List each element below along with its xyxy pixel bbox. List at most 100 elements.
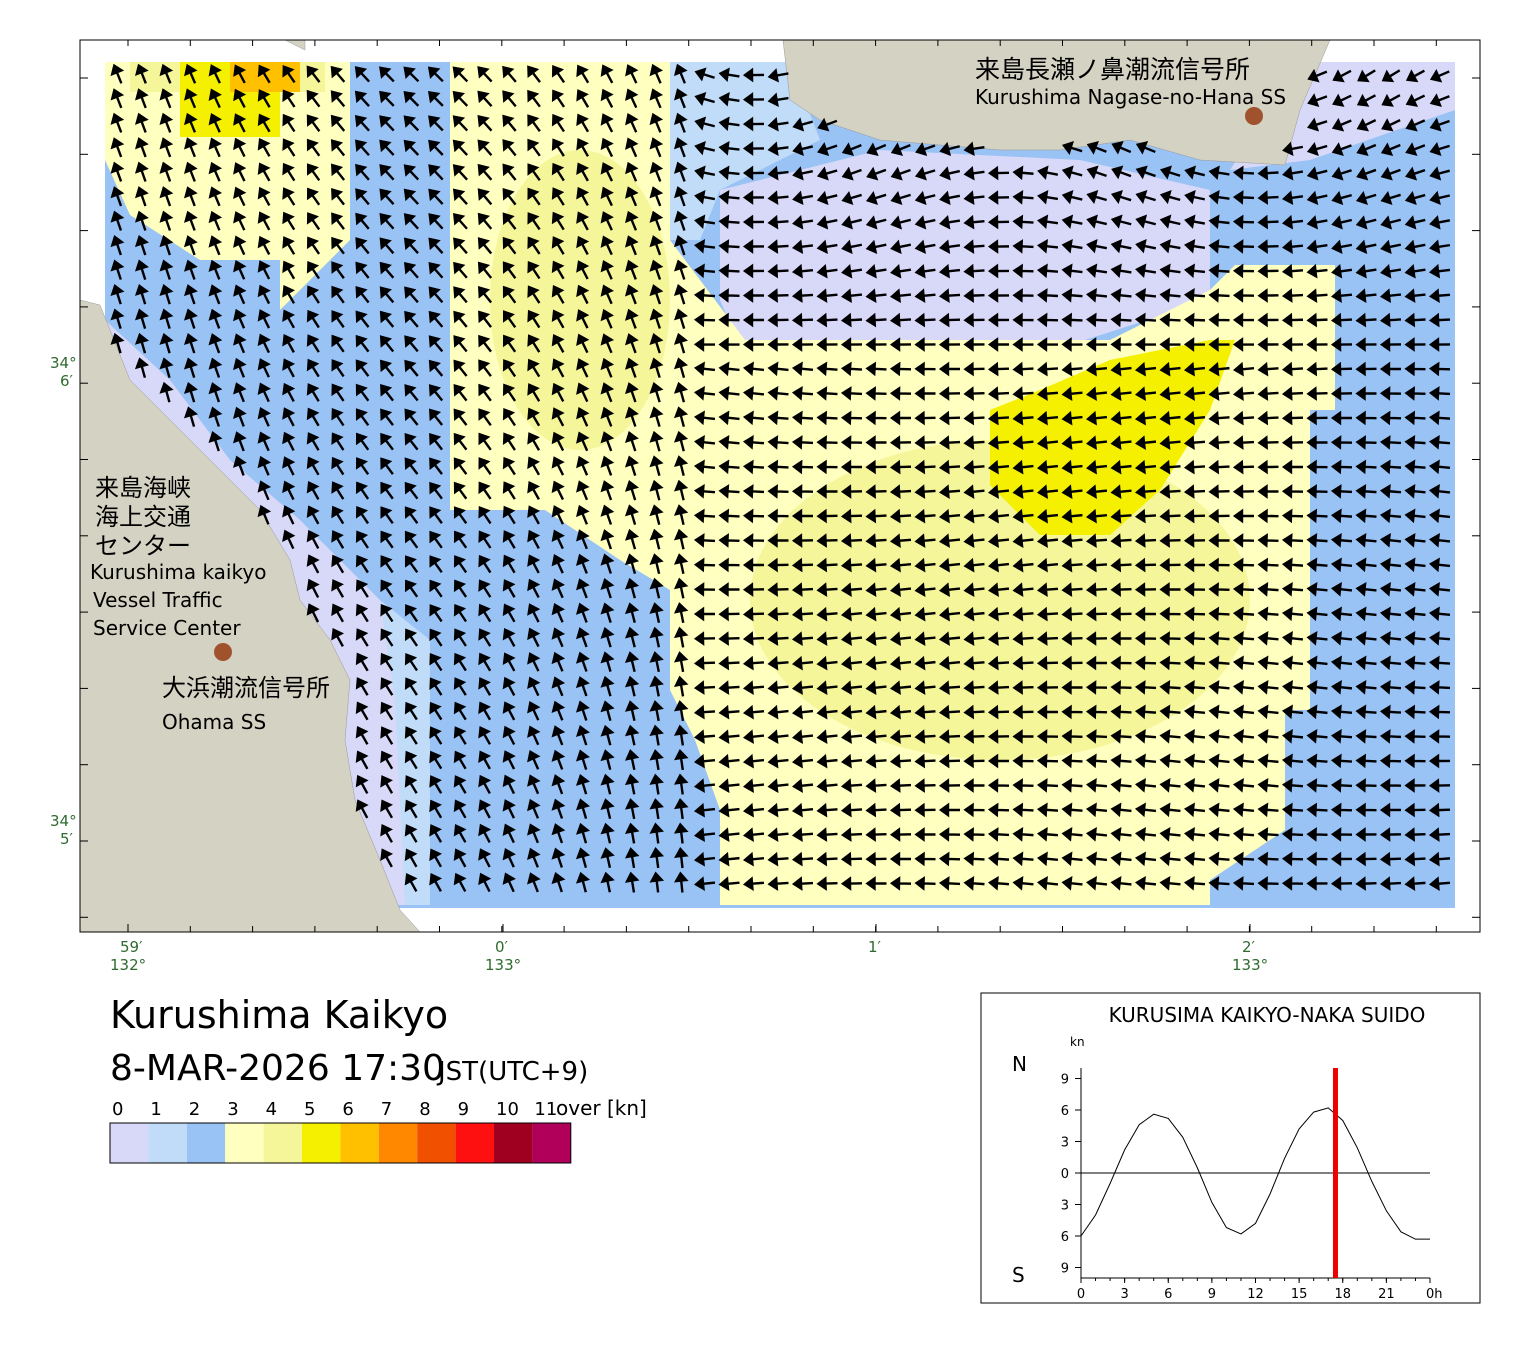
current-arrow (1061, 337, 1083, 352)
current-arrow (840, 876, 863, 891)
current-arrow (1330, 533, 1353, 548)
current-arrow (649, 406, 664, 427)
current-arrow (478, 481, 492, 500)
current-arrow (1012, 361, 1034, 377)
current-arrow (866, 142, 887, 156)
current-arrow (159, 381, 174, 403)
current-arrow (1085, 459, 1108, 475)
current-arrow (453, 799, 467, 819)
current-arrow (841, 142, 862, 156)
current-arrow (767, 680, 789, 695)
current-arrow (718, 410, 740, 426)
current-arrow (742, 67, 765, 83)
current-arrow (693, 753, 716, 769)
current-arrow (1307, 93, 1328, 108)
current-arrow (1036, 410, 1059, 426)
current-arrow (1379, 729, 1402, 744)
current-arrow (1183, 484, 1206, 499)
current-arrow (865, 459, 887, 475)
legend-swatch (186, 1123, 226, 1163)
current-arrow (331, 627, 345, 647)
current-arrow (527, 725, 541, 746)
current-arrow (453, 457, 468, 475)
current-arrow (767, 92, 789, 108)
current-arrow (1404, 778, 1426, 793)
current-arrow (889, 582, 912, 597)
current-arrow (379, 139, 395, 156)
current-arrow (865, 191, 887, 206)
current-arrow (1355, 851, 1377, 867)
current-arrow (963, 851, 985, 867)
current-arrow (233, 64, 247, 84)
current-arrow (600, 137, 614, 158)
current-arrow (1428, 459, 1451, 475)
current-arrow (1355, 484, 1377, 499)
current-arrow (649, 479, 664, 501)
current-arrow (1381, 93, 1401, 107)
y-tick-label: 3 (1061, 1199, 1069, 1214)
current-arrow (840, 631, 863, 646)
current-arrow (1159, 827, 1181, 842)
current-arrow (355, 139, 370, 157)
current-arrow (1183, 876, 1206, 891)
current-arrow (1159, 876, 1181, 891)
current-arrow (865, 876, 887, 891)
current-arrow (624, 504, 640, 525)
current-arrow (1061, 140, 1083, 155)
current-arrow (1012, 508, 1034, 524)
current-arrow (1355, 802, 1377, 818)
current-arrow (987, 386, 1010, 401)
current-arrow (914, 459, 936, 475)
current-arrow (502, 848, 516, 868)
current-arrow (1135, 238, 1157, 254)
current-arrow (134, 186, 149, 207)
current-arrow (1085, 680, 1108, 695)
current-arrow (1356, 142, 1377, 156)
current-arrow (576, 162, 590, 182)
current-arrow (1061, 680, 1083, 695)
current-arrow (306, 456, 320, 476)
current-arrow (625, 235, 639, 256)
current-arrow (1110, 189, 1132, 204)
current-arrow (233, 431, 247, 452)
x-tick-label: 15 (1291, 1287, 1308, 1302)
current-arrow (1134, 582, 1157, 597)
current-arrow (600, 259, 614, 280)
current-arrow (331, 187, 345, 206)
current-arrow (624, 553, 640, 574)
current-arrow (963, 459, 985, 475)
current-arrow (428, 408, 444, 426)
current-arrow (987, 337, 1010, 352)
water-patch (720, 150, 1210, 360)
current-arrow (1232, 165, 1255, 181)
current-arrow (865, 264, 887, 279)
current-arrow (306, 163, 321, 182)
current-arrow (478, 701, 492, 721)
current-arrow (1379, 827, 1402, 842)
current-arrow (673, 577, 689, 599)
current-arrow (1036, 386, 1059, 401)
current-arrow (502, 505, 516, 525)
current-arrow (1232, 484, 1255, 499)
current-arrow (1159, 704, 1181, 720)
current-arrow (306, 114, 321, 132)
y-unit: kn (1070, 1035, 1085, 1049)
current-arrow (649, 333, 664, 354)
current-arrow (791, 876, 814, 891)
current-arrow (355, 506, 370, 525)
current-arrow (306, 358, 320, 378)
current-arrow (502, 285, 517, 304)
place-label: Kurushima kaikyo (90, 560, 266, 584)
land (80, 299, 421, 932)
current-arrow (551, 847, 566, 868)
current-arrow (1036, 753, 1059, 769)
current-arrow (478, 334, 492, 353)
current-arrow (1404, 802, 1426, 818)
current-arrow (1208, 459, 1230, 475)
current-arrow (791, 655, 814, 671)
current-arrow (914, 215, 936, 230)
current-arrow (673, 332, 689, 354)
current-arrow (841, 680, 863, 695)
current-arrow (355, 383, 370, 402)
current-arrow (354, 90, 370, 107)
